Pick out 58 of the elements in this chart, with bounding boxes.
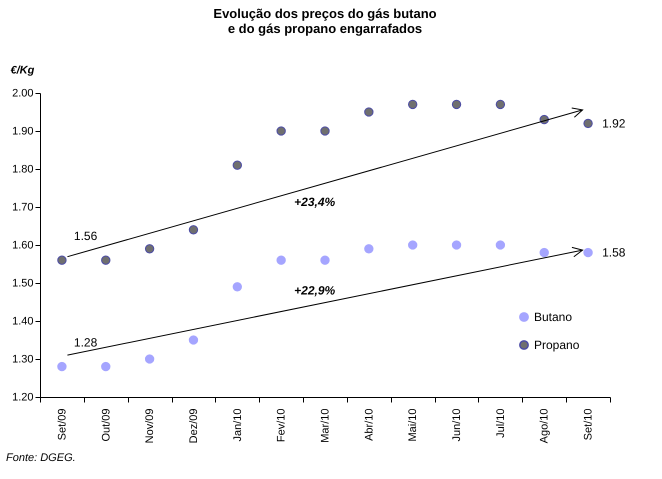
point (276, 256, 286, 265)
x-tick-label: Jul/10 (494, 408, 507, 438)
point (57, 362, 67, 372)
point (540, 248, 549, 258)
annotation: +23,4% (294, 195, 336, 210)
point (232, 160, 242, 170)
point (320, 256, 330, 265)
point (496, 100, 506, 110)
point (320, 126, 330, 136)
point (364, 244, 374, 254)
y-tick-label: 2.00 (12, 88, 34, 100)
point (408, 100, 418, 110)
annotation: 1.58 (602, 246, 626, 260)
x-tick-label: Mar/10 (320, 408, 332, 443)
y-tick-label: 1.80 (12, 164, 34, 176)
point (57, 256, 67, 265)
point (144, 354, 154, 364)
x-tick-label: Set/09 (56, 408, 68, 440)
point (452, 100, 462, 110)
y-tick-label: 1.40 (12, 316, 34, 328)
x-tick-label: Ago/10 (538, 408, 551, 444)
point (276, 126, 286, 136)
x-tick-label: Mai/10 (407, 408, 420, 442)
legend-label: Propano (534, 338, 580, 352)
point (583, 248, 593, 258)
annotation: +22,9% (294, 284, 336, 298)
x-tick-label: Fev/10 (276, 408, 288, 442)
point (583, 118, 593, 128)
point (452, 240, 462, 250)
x-tick-label: Jan/10 (232, 408, 244, 442)
annotation: 1.28 (74, 336, 98, 350)
point (188, 335, 198, 345)
source-note: Fonte: DGEG. (6, 452, 76, 464)
point (188, 225, 198, 234)
y-tick-label: 1.70 (12, 202, 34, 214)
x-tick-label: Jun/10 (451, 408, 464, 442)
point (408, 240, 418, 250)
chart-title: Evolução dos preços do gás butano e do gás propano engarrafados (213, 6, 437, 36)
x-tick-label: Out/09 (100, 408, 112, 442)
y-tick-label: 1.90 (12, 126, 34, 138)
point (144, 244, 154, 254)
point (101, 256, 110, 265)
y-tick-label: 1.50 (12, 278, 34, 290)
annotation: 1.56 (74, 229, 98, 244)
point (101, 362, 110, 372)
x-tick-label: Abr/10 (363, 408, 376, 441)
point (232, 282, 242, 292)
y-tick-label: 1.60 (12, 240, 34, 252)
point (496, 240, 506, 250)
y-tick-label: 1.30 (12, 354, 34, 366)
x-tick-label: Dez/09 (188, 408, 200, 444)
annotation: 1.92 (602, 116, 626, 130)
x-tick-label: Set/10 (582, 408, 595, 440)
y-tick-label: 1.20 (12, 392, 34, 404)
x-tick-label: Nov/09 (144, 408, 156, 444)
y-axis-title: €/Kg (10, 64, 35, 76)
legend-label: Butano (534, 310, 572, 324)
point (364, 107, 374, 117)
